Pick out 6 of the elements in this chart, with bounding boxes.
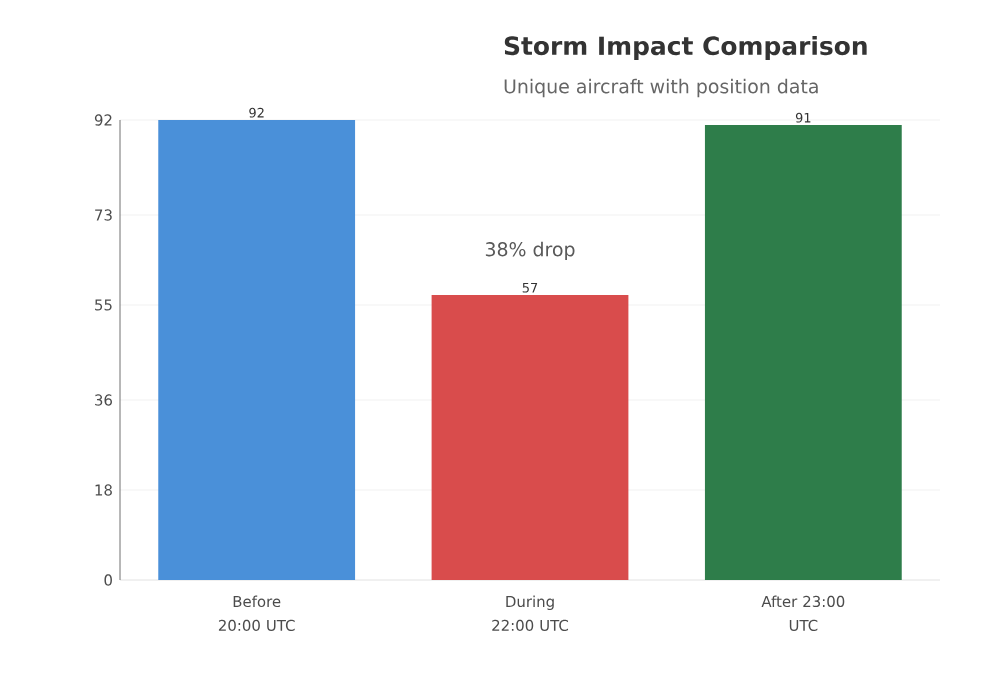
chart-subtitle: Unique aircraft with position data	[504, 78, 818, 98]
bar	[431, 295, 629, 580]
bar	[158, 120, 356, 580]
chart-title: Storm Impact Comparison	[504, 35, 867, 61]
bar	[704, 125, 902, 580]
annotation: 38% drop	[485, 241, 575, 261]
